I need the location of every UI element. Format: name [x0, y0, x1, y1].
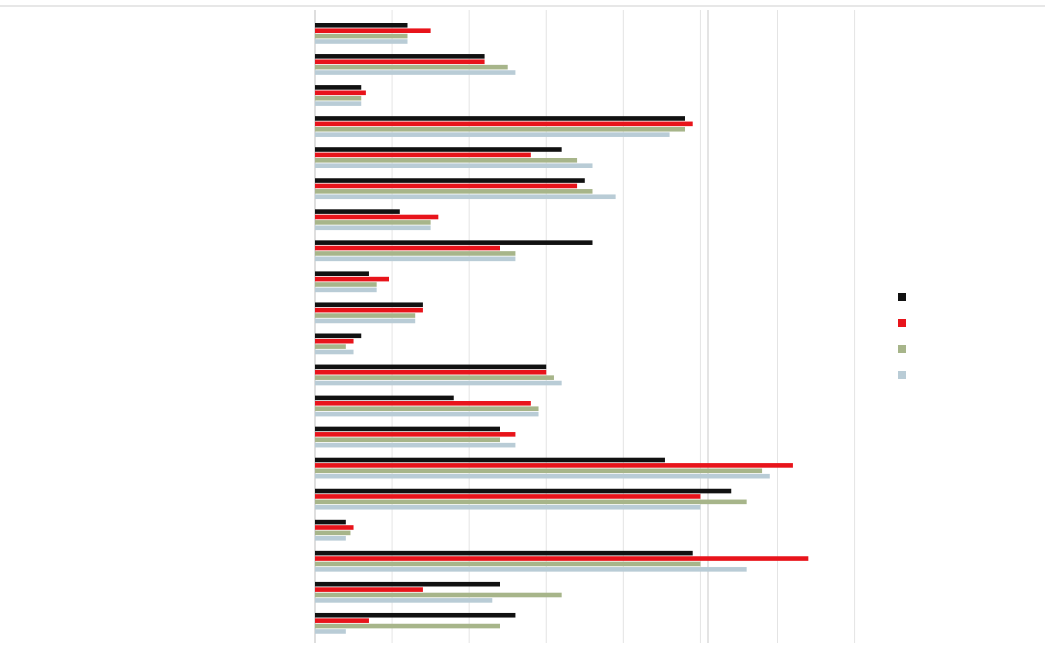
bar-series-3-category-7 [315, 220, 431, 225]
bar-series-1-category-7 [315, 209, 400, 214]
bar-series-4-category-13 [315, 411, 539, 417]
bar-series-1-category-9 [315, 271, 369, 276]
bar-series-3-category-6 [315, 189, 593, 194]
legend-swatch [898, 293, 906, 301]
bar-series-1-category-10 [315, 302, 423, 308]
bar-series-3-category-20 [315, 623, 500, 629]
bar-series-4-category-10 [315, 318, 416, 324]
bar-series-2-category-18 [315, 556, 809, 561]
bar-series-2-category-11 [315, 338, 354, 344]
bar-series-1-category-2 [315, 54, 485, 59]
bar-series-1-category-11 [315, 333, 362, 339]
bar-series-3-category-3 [315, 95, 362, 101]
bar-series-3-category-1 [315, 33, 408, 39]
bar-series-2-category-8 [315, 245, 500, 251]
bar-series-1-category-8 [315, 240, 593, 245]
bar-series-4-category-5 [315, 163, 593, 168]
bar-series-4-category-14 [315, 442, 516, 448]
bar-series-2-category-10 [315, 307, 423, 313]
legend-swatch [898, 345, 906, 353]
grid-lines [314, 10, 856, 643]
bar-series-2-category-6 [315, 183, 578, 189]
bar-series-3-category-11 [315, 344, 346, 349]
bar-series-2-category-3 [315, 90, 366, 96]
bar-series-4-category-9 [315, 287, 377, 293]
bar-series-4-category-17 [315, 536, 346, 541]
bar-series-4-category-3 [315, 101, 362, 106]
bar-series-2-category-2 [315, 59, 485, 65]
bar-series-3-category-8 [315, 251, 516, 256]
bar-series-2-category-15 [315, 463, 793, 468]
bar-series-4-category-11 [315, 349, 354, 355]
bar-series-4-category-19 [315, 598, 493, 603]
bar-series-4-category-15 [315, 473, 770, 479]
bar-series-2-category-16 [315, 494, 701, 499]
bar-series-1-category-1 [315, 23, 408, 28]
bar-series-4-category-7 [315, 225, 431, 231]
bar-series-3-category-14 [315, 437, 500, 443]
bar-series-3-category-13 [315, 406, 539, 411]
bar-series-4-category-6 [315, 194, 616, 200]
bar-series-1-category-16 [315, 488, 732, 494]
bar-series-2-category-12 [315, 369, 547, 375]
bar-series-3-category-16 [315, 499, 747, 505]
bar-series-3-category-15 [315, 468, 763, 474]
bar-series-1-category-12 [315, 364, 547, 370]
bar-series-1-category-20 [315, 612, 516, 618]
bar-series-1-category-13 [315, 395, 454, 401]
bar-series-3-category-4 [315, 126, 685, 132]
bar-series-2-category-13 [315, 401, 531, 406]
bar-series-1-category-18 [315, 550, 693, 556]
bar-series-4-category-8 [315, 256, 516, 262]
bar-series-2-category-14 [315, 432, 516, 437]
bar-series-3-category-17 [315, 530, 351, 536]
bar-series-3-category-19 [315, 592, 562, 598]
bar-series-4-category-1 [315, 39, 408, 44]
bar-series-3-category-18 [315, 561, 701, 567]
bar-series-4-category-4 [315, 132, 670, 137]
bar-series-3-category-2 [315, 64, 508, 70]
bar-series-3-category-5 [315, 158, 578, 163]
legend-swatch [898, 371, 906, 379]
bar-series-1-category-5 [315, 147, 562, 152]
bar-series-1-category-4 [315, 116, 685, 121]
bar-series-1-category-19 [315, 581, 500, 587]
bar-series-4-category-18 [315, 567, 747, 572]
bar-series-2-category-5 [315, 152, 531, 158]
bars [315, 23, 809, 634]
bar-series-3-category-10 [315, 313, 416, 318]
bar-series-3-category-9 [315, 282, 377, 287]
bar-series-2-category-20 [315, 618, 369, 623]
bar-series-2-category-1 [315, 28, 431, 33]
bar-series-1-category-6 [315, 178, 585, 183]
bar-series-4-category-20 [315, 629, 346, 634]
bar-series-4-category-12 [315, 380, 562, 386]
bar-series-2-category-17 [315, 525, 354, 530]
bar-series-2-category-4 [315, 121, 693, 127]
bar-series-1-category-17 [315, 519, 346, 525]
legend [898, 293, 906, 379]
legend-swatch [898, 319, 906, 327]
bar-series-2-category-19 [315, 587, 423, 592]
bar-series-3-category-12 [315, 375, 554, 380]
bar-series-1-category-15 [315, 457, 665, 463]
bar-series-2-category-9 [315, 276, 389, 282]
bar-series-1-category-3 [315, 85, 362, 90]
bar-series-1-category-14 [315, 426, 500, 432]
bar-series-4-category-2 [315, 70, 516, 75]
bar-series-2-category-7 [315, 214, 439, 220]
bar-series-4-category-16 [315, 504, 701, 510]
